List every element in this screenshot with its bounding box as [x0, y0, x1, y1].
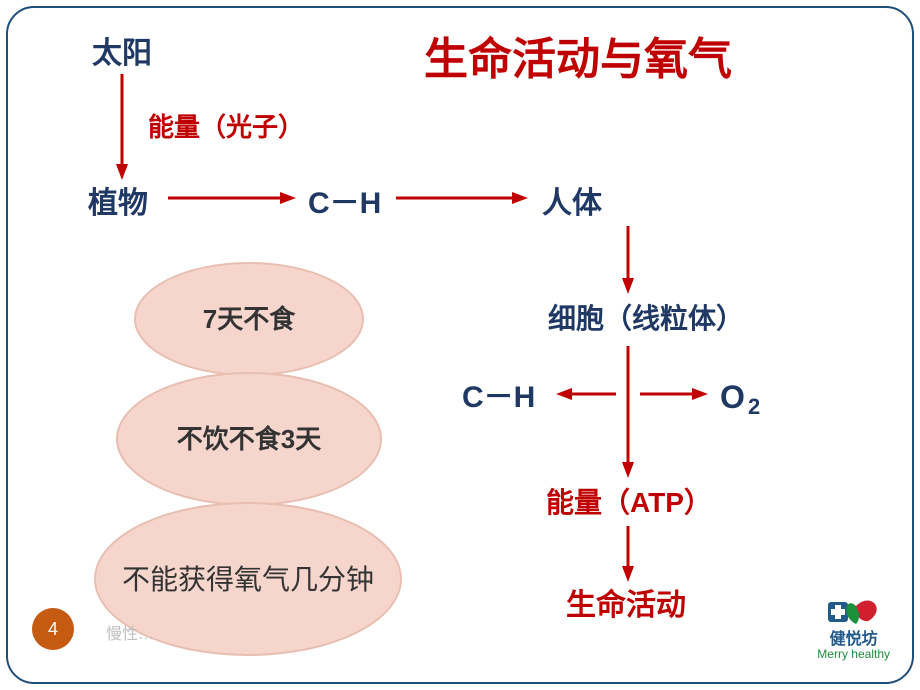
- node-ch1: C－H: [308, 186, 381, 222]
- ellipse-3days-label: 不饮不食3天: [167, 423, 331, 456]
- node-ch2: C－H: [462, 380, 535, 416]
- ellipse-minutes-label: 不能获得氧气几分钟: [112, 562, 384, 597]
- node-life: 生命活动: [566, 588, 686, 624]
- ellipse-7days: 7天不食: [134, 262, 364, 376]
- node-plants: 植物: [88, 186, 148, 222]
- logo-en: Merry healthy: [817, 648, 890, 660]
- node-o2: O: [720, 378, 745, 416]
- logo-cn: 健悦坊: [817, 632, 890, 648]
- slide-title: 生命活动与氧气: [424, 34, 732, 87]
- node-cell: 细胞（线粒体）: [548, 302, 744, 336]
- page-number: 4: [32, 608, 74, 650]
- slide-frame: 生命活动与氧气 太阳 能量（光子） 植物 C－H 人体 细胞（线粒体） C－H …: [6, 6, 914, 684]
- logo: 健悦坊 Merry healthy: [817, 596, 890, 660]
- node-sun: 太阳: [92, 36, 152, 72]
- ellipse-7days-label: 7天不食: [193, 303, 305, 336]
- footer-text: 慢性…: [106, 620, 154, 644]
- logo-icon: [826, 596, 882, 630]
- node-o2-sub: 2: [748, 394, 760, 420]
- node-atp: 能量（ATP）: [546, 486, 712, 520]
- ellipse-3days: 不饮不食3天: [116, 372, 382, 506]
- node-energy-ph: 能量（光子）: [148, 112, 304, 143]
- node-body: 人体: [542, 186, 602, 222]
- page-number-label: 4: [48, 619, 58, 640]
